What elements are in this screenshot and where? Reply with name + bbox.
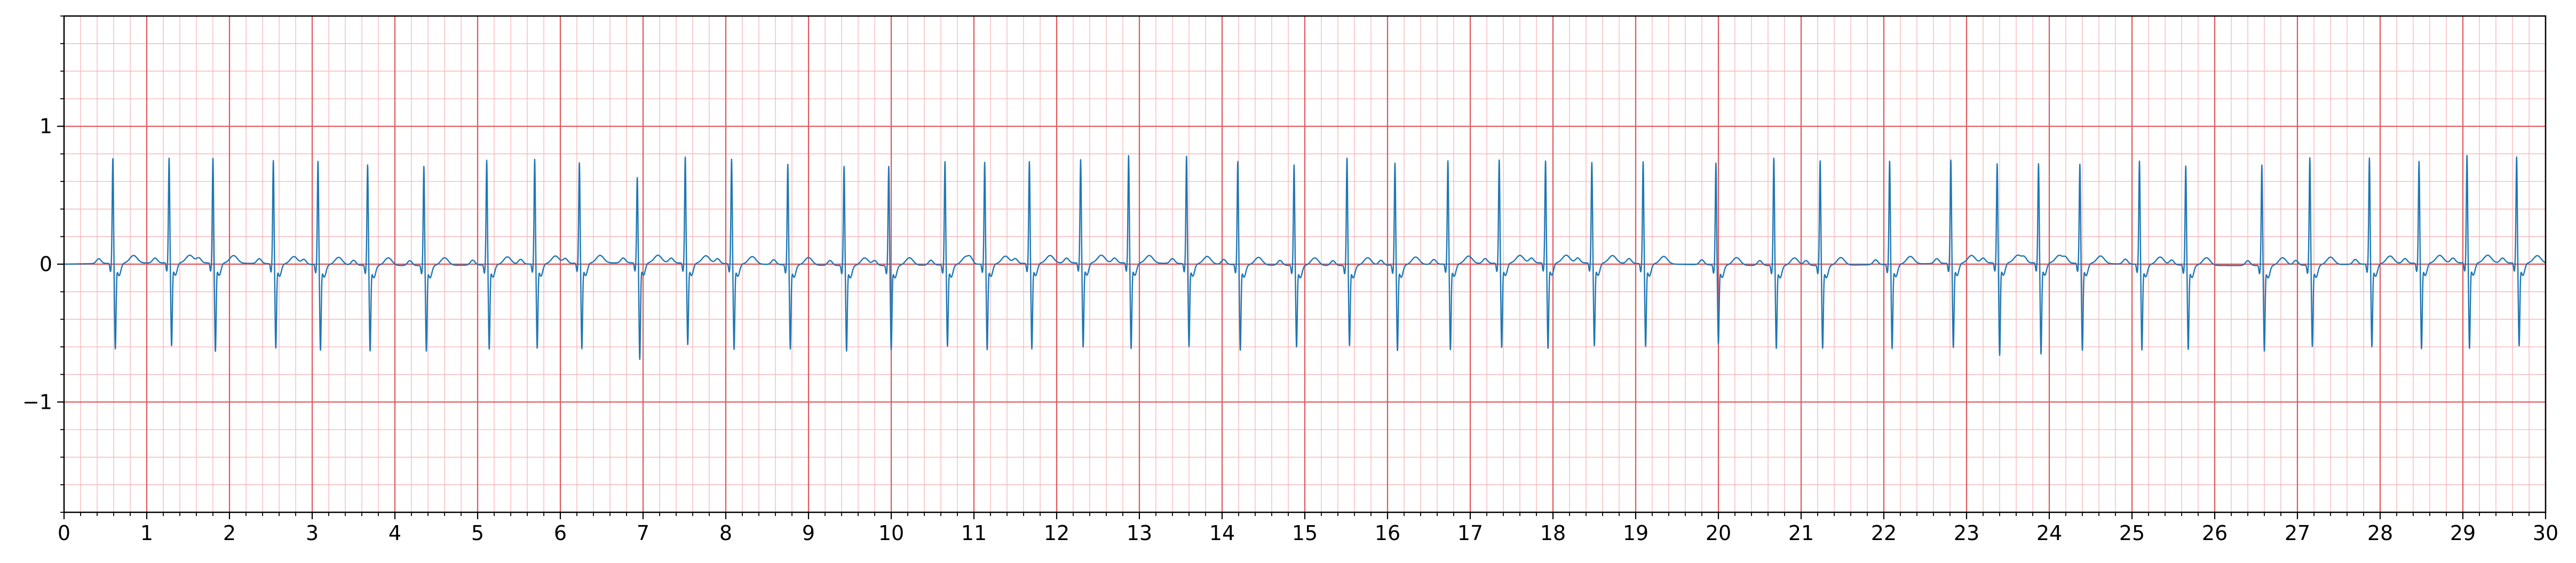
x-tick-label: 13 bbox=[1127, 521, 1152, 545]
x-tick-label: 9 bbox=[802, 521, 815, 545]
x-tick-label: 23 bbox=[1954, 521, 1979, 545]
x-tick-label: 4 bbox=[389, 521, 401, 545]
x-tick-label: 18 bbox=[1540, 521, 1566, 545]
x-tick-label: 17 bbox=[1457, 521, 1483, 545]
x-tick-label: 11 bbox=[961, 521, 987, 545]
x-tick-label: 30 bbox=[2533, 521, 2558, 545]
x-tick-label: 2 bbox=[223, 521, 236, 545]
x-tick-label: 19 bbox=[1623, 521, 1648, 545]
x-tick-label: 27 bbox=[2285, 521, 2310, 545]
x-tick-label: 29 bbox=[2450, 521, 2476, 545]
x-tick-label: 16 bbox=[1375, 521, 1400, 545]
x-tick-label: 22 bbox=[1871, 521, 1897, 545]
x-tick-label: 26 bbox=[2202, 521, 2228, 545]
x-tick-label: 7 bbox=[637, 521, 649, 545]
x-tick-label: 25 bbox=[2119, 521, 2145, 545]
x-tick-label: 5 bbox=[471, 521, 484, 545]
x-tick-label: 28 bbox=[2367, 521, 2393, 545]
x-tick-label: 14 bbox=[1209, 521, 1235, 545]
x-tick-label: 0 bbox=[58, 521, 70, 545]
y-tick-label: 0 bbox=[39, 252, 52, 276]
x-tick-label: 24 bbox=[2036, 521, 2062, 545]
x-tick-label: 10 bbox=[878, 521, 904, 545]
x-axis: 0 1 2 3 4 5 6 7 8 9 10 11 12 13 14 15 16 17 18 19 20 21 22 23 24… bbox=[58, 512, 2558, 545]
y-tick-label: −1 bbox=[22, 390, 52, 414]
y-tick-label: 1 bbox=[39, 115, 52, 138]
ecg-trace-line bbox=[64, 155, 2546, 360]
y-axis: −1 0 1 bbox=[22, 15, 64, 513]
x-tick-label: 15 bbox=[1292, 521, 1318, 545]
x-tick-label: 21 bbox=[1788, 521, 1814, 545]
x-tick-label: 12 bbox=[1044, 521, 1069, 545]
x-tick-label: 20 bbox=[1706, 521, 1731, 545]
x-tick-label: 3 bbox=[306, 521, 319, 545]
ecg-trace-layer bbox=[64, 155, 2546, 360]
x-tick-label: 1 bbox=[140, 521, 153, 545]
x-tick-label: 8 bbox=[719, 521, 732, 545]
x-tick-label: 6 bbox=[554, 521, 567, 545]
